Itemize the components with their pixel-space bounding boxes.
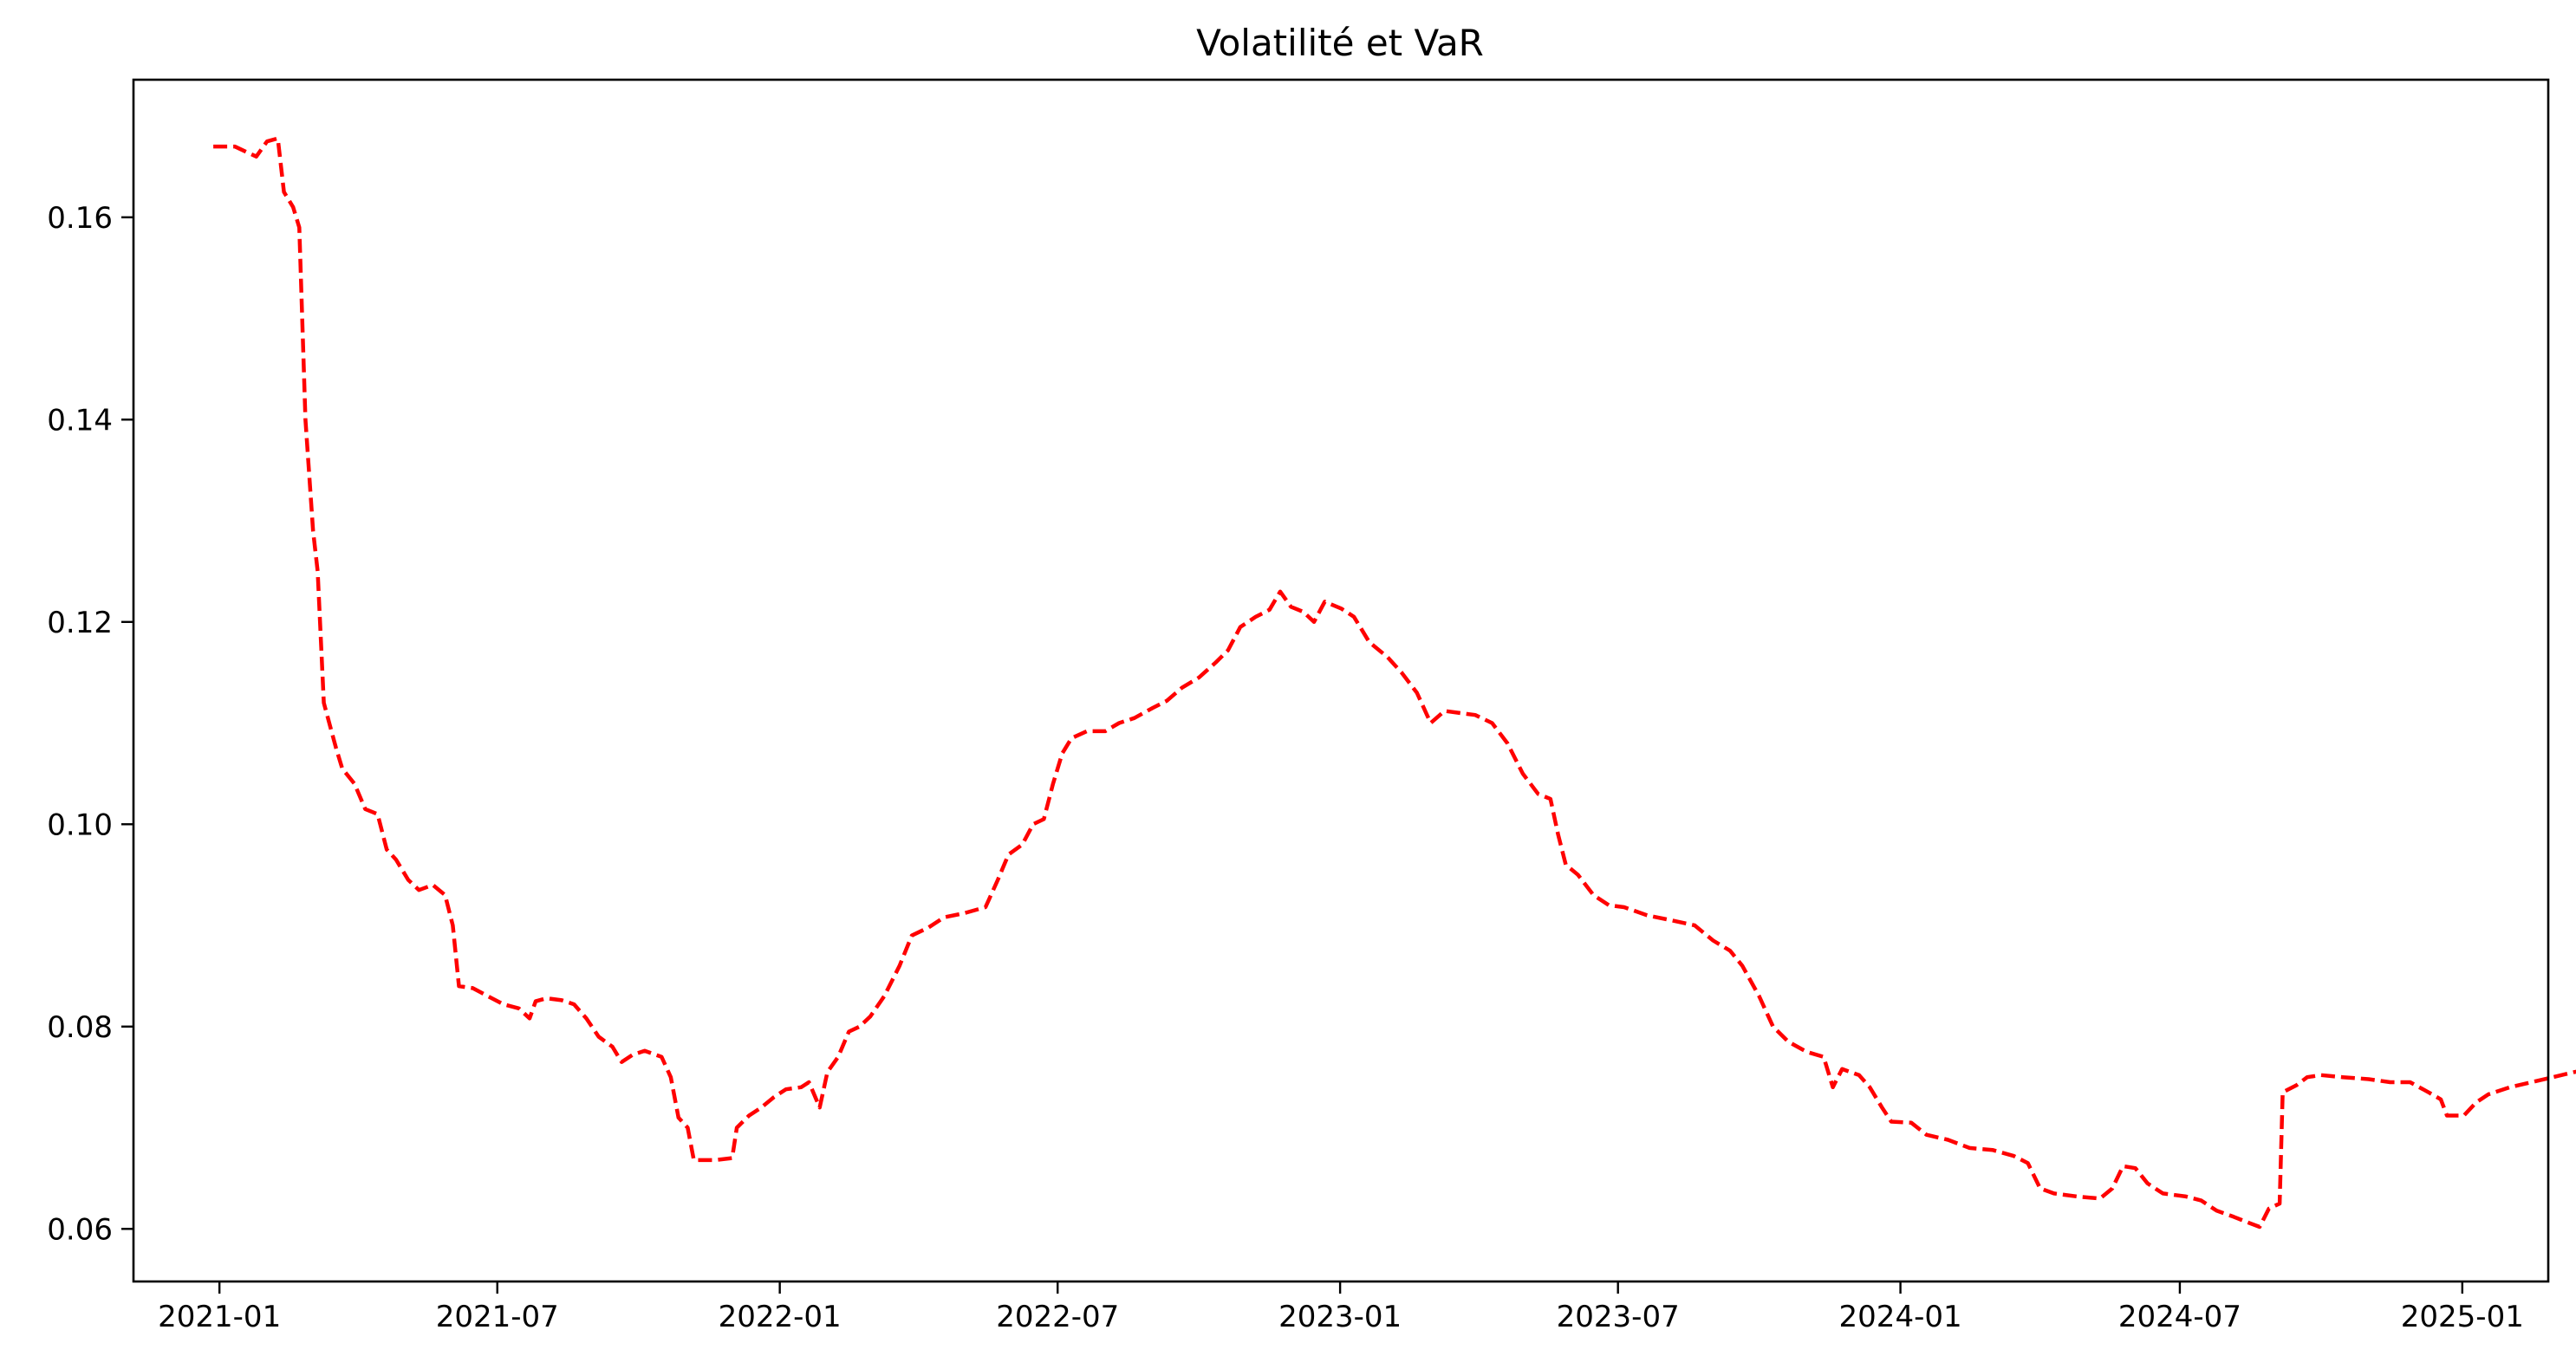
axes-frame (132, 78, 2550, 1283)
x-tick-label: 2021-07 (436, 1300, 559, 1334)
y-tick-label: 0.12 (47, 606, 113, 640)
x-tick-label: 2021-01 (158, 1300, 281, 1334)
x-tick-label: 2025-01 (2401, 1300, 2524, 1334)
series-line-var (213, 136, 2576, 1230)
y-axis: 0.06 0.08 0.10 0.12 0.14 0.16 (47, 201, 133, 1247)
plot-series (213, 136, 2576, 1230)
y-tick-label: 0.14 (47, 403, 113, 438)
y-tick-label: 0.06 (47, 1212, 113, 1247)
x-tick-label: 2023-01 (1278, 1300, 1402, 1334)
x-tick-label: 2022-07 (996, 1300, 1119, 1334)
y-tick-label: 0.16 (47, 201, 113, 236)
y-tick-label: 0.08 (47, 1010, 113, 1045)
x-tick-label: 2024-01 (1839, 1300, 1962, 1334)
y-tick-label: 0.10 (47, 808, 113, 842)
x-tick-label: 2022-01 (719, 1300, 842, 1334)
chart-title: Volatilité et VaR (1196, 22, 1484, 64)
x-tick-label: 2023-07 (1557, 1300, 1680, 1334)
x-axis: 2021-01 2021-07 2022-01 2022-07 2023-01 2023-… (158, 1281, 2524, 1334)
x-tick-label: 2024-07 (2118, 1300, 2241, 1334)
